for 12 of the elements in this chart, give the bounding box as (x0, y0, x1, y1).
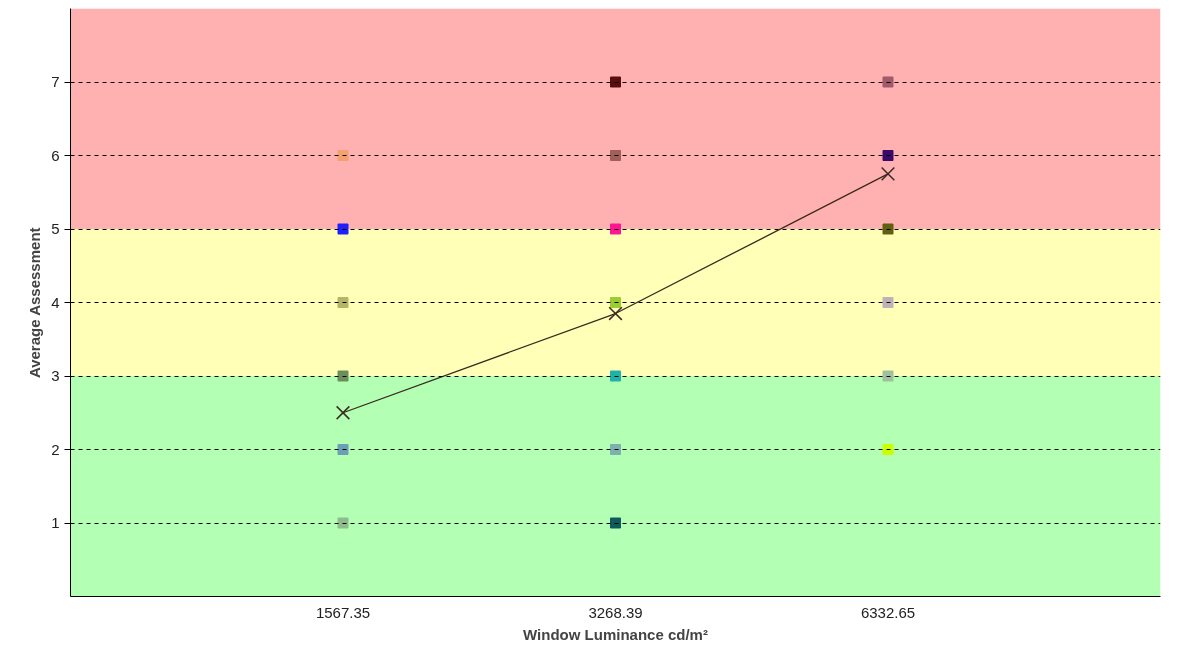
y-axis-title: Average Assessment (26, 227, 44, 379)
y-tick-label: 1 (51, 514, 60, 531)
y-tick-label: 4 (51, 293, 60, 311)
y-tick-label: 3 (51, 367, 60, 384)
y-tick-label: 6 (51, 146, 60, 164)
y-tick-label: 2 (51, 440, 60, 458)
y-tick-label: 5 (51, 220, 60, 237)
y-tick-label: 7 (51, 73, 60, 90)
x-tick-label: 1567.35 (315, 603, 371, 621)
x-tick-label: 3268.39 (588, 603, 643, 621)
x-axis-title: Window Luminance cd/m² (523, 625, 708, 643)
x-tick-label: 6332.65 (860, 603, 916, 621)
